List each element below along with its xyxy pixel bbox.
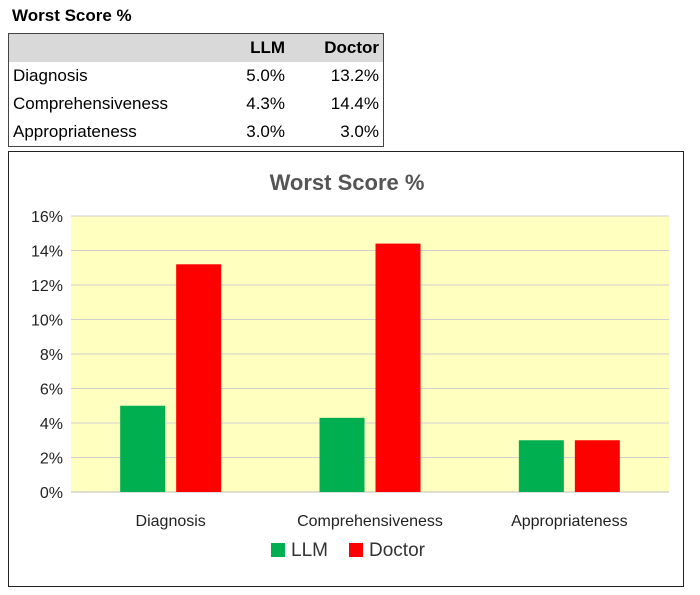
y-tick-label: 12% [31, 278, 63, 295]
y-tick-label: 16% [31, 209, 63, 226]
row-doctor-value: 13.2% [330, 66, 379, 85]
bar [375, 243, 421, 492]
bar-chart: Worst Score % 0% 2% 4% 6% 8% 10% 12% 14% 16% Diag… [31, 170, 669, 561]
y-tick-label: 10% [31, 313, 63, 330]
y-tick-label: 6% [40, 382, 63, 399]
y-tick-label: 2% [40, 451, 63, 468]
row-llm-value: 5.0% [246, 66, 285, 85]
header-doctor: Doctor [289, 33, 384, 62]
x-category-label: Diagnosis [136, 513, 206, 530]
y-tick-label: 14% [31, 244, 63, 261]
row-doctor-value: 3.0% [340, 122, 379, 141]
row-llm-value: 3.0% [246, 122, 285, 141]
bar [176, 264, 222, 492]
row-llm-value: 4.3% [246, 94, 285, 113]
bar [518, 440, 564, 492]
legend-label: Doctor [369, 540, 426, 561]
row-label: Diagnosis [13, 66, 88, 85]
legend-swatch [349, 543, 363, 557]
header-llm: LLM [207, 33, 289, 62]
table-title: Worst Score % [12, 6, 132, 25]
x-category-label: Comprehensiveness [297, 513, 443, 530]
bar [574, 440, 620, 492]
y-tick-label: 8% [40, 347, 63, 364]
bar [120, 405, 166, 492]
header-blank [8, 33, 207, 62]
table-row: Appropriateness 3.0% 3.0% [9, 118, 384, 147]
y-tick-label: 0% [40, 485, 63, 502]
row-label: Comprehensiveness [13, 94, 168, 113]
chart-title: Worst Score % [270, 170, 425, 195]
legend-label: LLM [291, 540, 328, 561]
table-row: Comprehensiveness 4.3% 14.4% [9, 90, 384, 118]
row-label: Appropriateness [13, 122, 137, 141]
y-tick-label: 4% [40, 416, 63, 433]
data-table: LLM Doctor Diagnosis 5.0% 13.2% Comprehe… [8, 33, 384, 147]
bar [319, 417, 365, 492]
table-row: Diagnosis 5.0% 13.2% [9, 62, 384, 90]
row-doctor-value: 14.4% [330, 94, 379, 113]
x-category-label: Appropriateness [511, 513, 628, 530]
table-header-row: LLM Doctor [8, 33, 384, 62]
legend-swatch [271, 543, 285, 557]
chart-container: Worst Score % 0% 2% 4% 6% 8% 10% 12% 14% 16% Diag… [8, 151, 684, 587]
